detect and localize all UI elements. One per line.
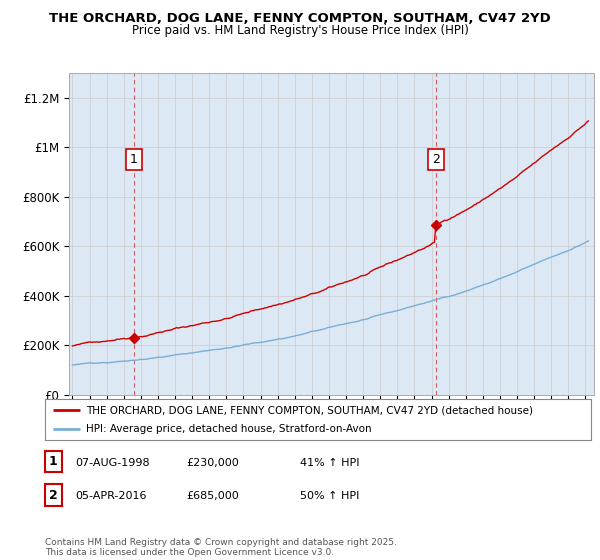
Text: 2: 2 (49, 488, 58, 502)
Text: Price paid vs. HM Land Registry's House Price Index (HPI): Price paid vs. HM Land Registry's House … (131, 24, 469, 36)
Text: 07-AUG-1998: 07-AUG-1998 (75, 458, 149, 468)
Text: 1: 1 (130, 153, 138, 166)
Text: 1: 1 (49, 455, 58, 468)
Text: £685,000: £685,000 (186, 491, 239, 501)
Text: THE ORCHARD, DOG LANE, FENNY COMPTON, SOUTHAM, CV47 2YD (detached house): THE ORCHARD, DOG LANE, FENNY COMPTON, SO… (86, 405, 533, 415)
Text: THE ORCHARD, DOG LANE, FENNY COMPTON, SOUTHAM, CV47 2YD: THE ORCHARD, DOG LANE, FENNY COMPTON, SO… (49, 12, 551, 25)
Text: 41% ↑ HPI: 41% ↑ HPI (300, 458, 359, 468)
Text: 05-APR-2016: 05-APR-2016 (75, 491, 146, 501)
Text: 50% ↑ HPI: 50% ↑ HPI (300, 491, 359, 501)
Text: Contains HM Land Registry data © Crown copyright and database right 2025.
This d: Contains HM Land Registry data © Crown c… (45, 538, 397, 557)
Text: £230,000: £230,000 (186, 458, 239, 468)
Text: HPI: Average price, detached house, Stratford-on-Avon: HPI: Average price, detached house, Stra… (86, 424, 371, 433)
Text: 2: 2 (432, 153, 440, 166)
